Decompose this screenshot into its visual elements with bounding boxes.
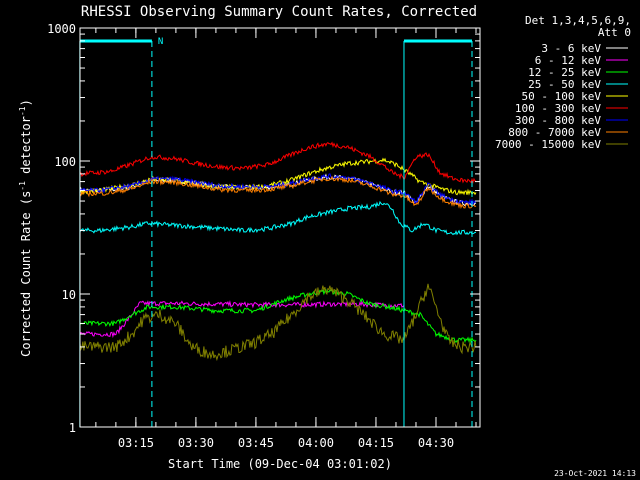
y-tick-label: 10: [62, 288, 76, 302]
legend-header-line-2: Att 0: [598, 26, 631, 39]
legend-label: 800 - 7000 keV: [508, 126, 601, 139]
y-axis-label: Corrected Count Rate (s-1 detector-1): [18, 99, 33, 357]
legend-label: 300 - 800 keV: [515, 114, 601, 127]
series-layer: [79, 141, 477, 362]
annotation-label: N: [158, 37, 163, 47]
legend-label: 3 - 6 keV: [541, 42, 601, 55]
y-axis-label-base: Corrected Count Rate (s: [19, 191, 33, 357]
series-line: [79, 283, 477, 362]
legend-label: 12 - 25 keV: [528, 66, 601, 79]
y-axis-label-sup2: -1: [18, 106, 27, 116]
x-axis-label: Start Time (09-Dec-04 03:01:02): [168, 457, 392, 471]
series-line: [79, 175, 477, 210]
x-tick-label: 03:15: [118, 436, 154, 450]
legend-label: 25 - 50 keV: [528, 78, 601, 91]
x-tick-label: 03:30: [178, 436, 214, 450]
chart-title: RHESSI Observing Summary Count Rates, Co…: [81, 4, 477, 20]
y-axis-label-mid: detector: [19, 116, 33, 181]
legend-label: 50 - 100 keV: [522, 90, 602, 103]
y-tick-label: 1000: [47, 22, 76, 36]
legend-label: 7000 - 15000 keV: [495, 138, 601, 151]
series-line: [79, 141, 477, 184]
y-tick-label: 1: [69, 421, 76, 435]
plot-frame: [79, 27, 481, 428]
legend-label: 6 - 12 keV: [535, 54, 602, 67]
x-tick-label: 04:15: [358, 436, 394, 450]
series-line: [79, 157, 477, 196]
x-tick-label: 03:45: [238, 436, 274, 450]
y-axis: 1 10 100 1000: [47, 22, 480, 435]
legend-label: 100 - 300 keV: [515, 102, 601, 115]
series-line: [79, 200, 477, 236]
series-line: [79, 173, 476, 207]
series-line: [79, 288, 477, 344]
y-tick-label: 100: [54, 155, 76, 169]
y-axis-label-sup1: -1: [18, 181, 27, 191]
x-tick-label: 04:00: [298, 436, 334, 450]
y-axis-label-end: ): [19, 99, 33, 106]
timestamp: 23-Oct-2021 14:13: [554, 469, 636, 478]
legend-header-line-1: Det 1,3,4,5,6,9,: [525, 14, 631, 27]
x-tick-label: 04:30: [418, 436, 454, 450]
x-axis: 03:15 03:30 03:45 04:00 04:15 04:30: [95, 28, 477, 450]
